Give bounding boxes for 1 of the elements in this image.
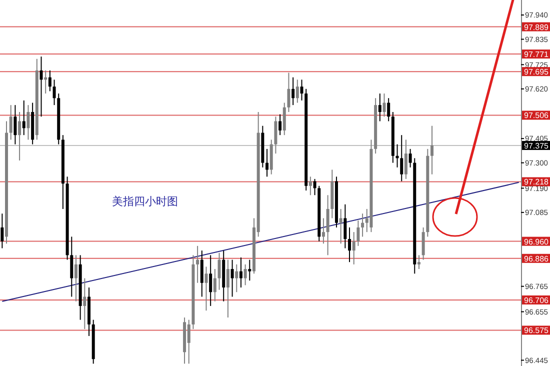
title: 美指四小时图 bbox=[112, 195, 178, 208]
